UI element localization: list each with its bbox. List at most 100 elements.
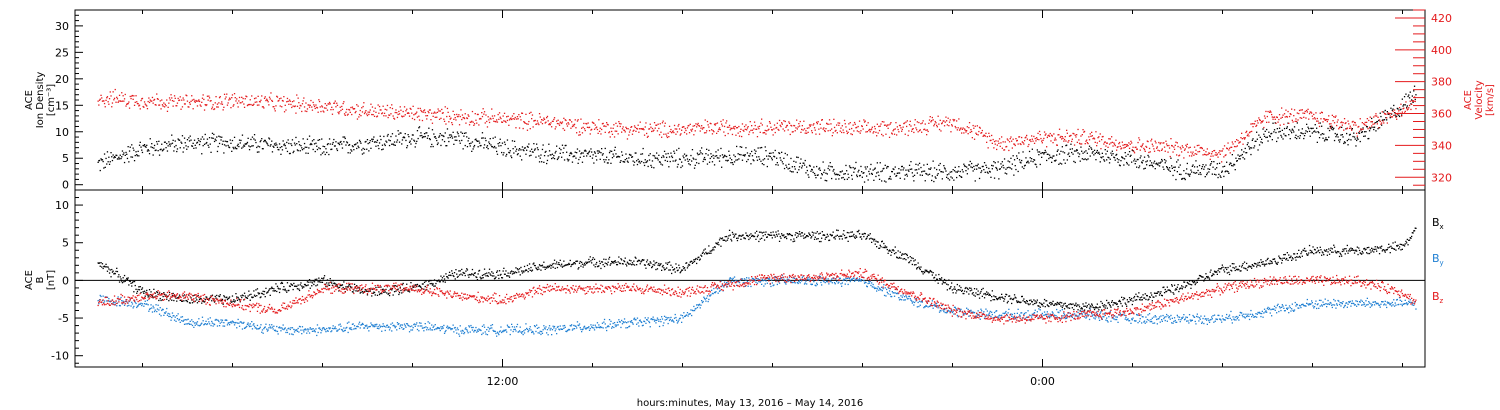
velocity-point bbox=[939, 119, 941, 121]
velocity-point bbox=[949, 119, 951, 121]
Bx-point bbox=[692, 261, 694, 263]
density-point bbox=[1053, 155, 1055, 157]
density-point bbox=[468, 137, 470, 139]
density-point bbox=[325, 148, 327, 150]
density-point bbox=[436, 143, 439, 146]
Bx-point bbox=[719, 237, 721, 239]
density-point bbox=[281, 149, 284, 151]
Bx-point bbox=[597, 265, 599, 268]
Bx-point bbox=[436, 280, 438, 282]
velocity-point bbox=[196, 100, 198, 102]
Bx-point bbox=[811, 236, 813, 238]
velocity-point bbox=[1179, 146, 1181, 149]
density-point bbox=[1067, 153, 1069, 156]
density-point bbox=[1196, 172, 1198, 174]
Bx-point bbox=[262, 290, 264, 292]
density-point bbox=[533, 143, 535, 145]
velocity-point bbox=[373, 115, 376, 117]
Bx-point bbox=[618, 256, 620, 258]
velocity-point bbox=[736, 127, 738, 129]
density-point bbox=[166, 150, 169, 152]
density-point bbox=[238, 139, 241, 141]
Bx-point bbox=[843, 234, 846, 237]
velocity-point bbox=[1148, 147, 1151, 150]
Bx-point bbox=[231, 301, 233, 303]
velocity-point bbox=[1132, 146, 1134, 148]
legend-bx: Bx bbox=[1432, 216, 1444, 231]
density-point bbox=[1172, 174, 1174, 177]
density-point bbox=[1163, 159, 1166, 161]
velocity-point bbox=[961, 128, 963, 130]
Bx-point bbox=[216, 294, 218, 297]
density-point bbox=[912, 175, 914, 178]
velocity-point bbox=[672, 130, 674, 132]
density-point bbox=[902, 169, 904, 171]
velocity-point bbox=[353, 108, 356, 110]
density-point bbox=[216, 150, 219, 153]
velocity-point bbox=[1158, 150, 1161, 152]
density-point bbox=[813, 166, 815, 168]
density-point bbox=[758, 156, 760, 158]
density-point bbox=[159, 149, 161, 151]
Bx-point bbox=[193, 294, 196, 296]
velocity-point bbox=[246, 96, 248, 98]
Bx-point bbox=[290, 283, 292, 285]
density-point bbox=[688, 163, 690, 165]
velocity-point bbox=[794, 130, 796, 132]
density-point bbox=[362, 147, 364, 150]
velocity-point bbox=[784, 120, 786, 123]
Bx-point bbox=[206, 298, 209, 300]
density-point bbox=[1040, 152, 1042, 155]
density-point bbox=[265, 141, 267, 143]
Bx-point bbox=[782, 235, 784, 237]
velocity-point bbox=[462, 117, 464, 119]
Bx-point bbox=[263, 293, 265, 296]
Bx-point bbox=[560, 265, 562, 267]
density-point bbox=[655, 157, 657, 159]
density-point bbox=[879, 162, 881, 164]
density-point bbox=[1391, 109, 1393, 111]
density-point bbox=[911, 172, 913, 174]
velocity-point bbox=[996, 144, 998, 146]
velocity-point bbox=[106, 96, 109, 98]
density-point bbox=[1191, 165, 1193, 167]
Bx-point bbox=[203, 301, 206, 303]
velocity-point bbox=[1003, 149, 1006, 151]
velocity-point bbox=[467, 114, 469, 116]
Bx-point bbox=[414, 284, 416, 286]
density-point bbox=[1020, 162, 1022, 164]
velocity-point bbox=[813, 127, 816, 129]
Bx-point bbox=[701, 252, 704, 254]
density-point bbox=[674, 160, 676, 162]
velocity-point bbox=[347, 113, 349, 115]
velocity-point bbox=[791, 125, 793, 127]
density-point bbox=[648, 154, 650, 157]
velocity-point bbox=[399, 106, 401, 108]
density-point bbox=[1378, 119, 1380, 122]
velocity-point bbox=[1071, 138, 1073, 140]
density-point bbox=[1343, 142, 1345, 145]
density-point bbox=[1346, 132, 1348, 135]
density-point bbox=[755, 150, 757, 152]
velocity-ytick-label: 320 bbox=[1431, 171, 1452, 184]
velocity-point bbox=[1133, 150, 1135, 153]
Bx-point bbox=[803, 233, 806, 235]
Bx-point bbox=[127, 277, 129, 279]
velocity-point bbox=[1157, 149, 1159, 151]
density-point bbox=[910, 161, 912, 163]
Bx-point bbox=[536, 269, 539, 271]
Bx-point bbox=[685, 262, 687, 264]
density-point bbox=[828, 169, 831, 171]
top-left-axis-title-line3: [cm⁻³] bbox=[46, 84, 57, 116]
Bx-point bbox=[241, 296, 243, 299]
density-point bbox=[986, 166, 988, 169]
velocity-point bbox=[1270, 111, 1272, 113]
Bx-point bbox=[293, 282, 295, 285]
velocity-point bbox=[788, 122, 791, 124]
velocity-point bbox=[166, 99, 168, 101]
density-point bbox=[643, 164, 646, 167]
velocity-point bbox=[331, 106, 333, 108]
density-point bbox=[1216, 167, 1218, 169]
Bx-point bbox=[824, 238, 826, 240]
velocity-point bbox=[1310, 111, 1312, 113]
